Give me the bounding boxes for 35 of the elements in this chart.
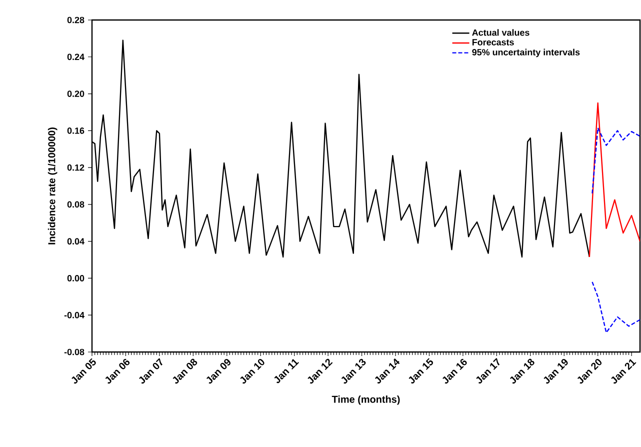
- legend-label: 95% uncertainty intervals: [472, 48, 580, 58]
- x-tick-label: Jan 20: [577, 358, 602, 384]
- y-tick-label: 0.04: [67, 238, 84, 245]
- x-tick-label: Jan 12: [308, 358, 333, 384]
- x-tick-label: Jan 18: [510, 358, 534, 384]
- y-tick-label: 0.12: [67, 164, 84, 171]
- line-series: [592, 127, 640, 194]
- y-tick-label: 0.00: [67, 275, 84, 282]
- y-tick-label: 0.28: [67, 16, 84, 24]
- y-tick-label: -0.08: [64, 348, 84, 356]
- y-tick-label: 0.24: [67, 54, 84, 60]
- legend-label: Actual values: [472, 29, 530, 36]
- x-tick-label: Jan 16: [442, 358, 467, 384]
- y-tick-label: 0.08: [67, 201, 84, 208]
- y-tick-label: 0.20: [67, 90, 84, 97]
- x-tick-label: Jan 17: [476, 358, 500, 384]
- x-tick-label: Jan 13: [341, 358, 366, 384]
- x-tick-label: Jan 21: [611, 359, 636, 384]
- line-series: [588, 102, 640, 258]
- x-tick-label: Jan 10: [240, 358, 264, 384]
- x-tick-label: Jan 19: [544, 358, 568, 384]
- y-tick-label: 0.16: [67, 127, 84, 134]
- y-tick-label: -0.04: [64, 312, 84, 318]
- legend-label: Forecasts: [472, 39, 514, 46]
- x-tick-label: Jan 14: [375, 358, 400, 384]
- y-axis-title: Incidence rate (1/100000): [48, 128, 58, 244]
- x-tick-label: Jan 15: [408, 358, 433, 384]
- x-tick-label: Jan 06: [105, 358, 130, 384]
- x-tick-label: Jan 09: [206, 358, 231, 384]
- x-tick-label: Jan 05: [72, 358, 96, 384]
- x-axis-title: Time (months): [332, 396, 400, 405]
- x-tick-label: Jan 07: [139, 358, 162, 384]
- line-series: [592, 281, 640, 334]
- x-tick-label: Jan 11: [274, 358, 299, 384]
- x-tick-label: Jan 08: [172, 358, 198, 384]
